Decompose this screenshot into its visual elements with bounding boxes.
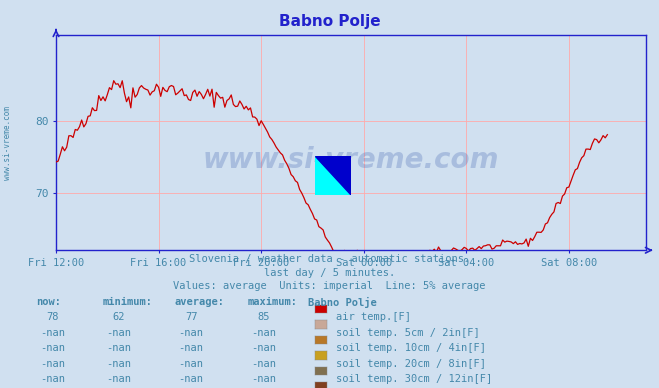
Text: -nan: -nan bbox=[106, 374, 131, 385]
Text: 77: 77 bbox=[185, 312, 197, 322]
Text: minimum:: minimum: bbox=[102, 297, 152, 307]
Text: Values: average  Units: imperial  Line: 5% average: Values: average Units: imperial Line: 5%… bbox=[173, 281, 486, 291]
Text: -nan: -nan bbox=[251, 328, 276, 338]
Text: soil temp. 30cm / 12in[F]: soil temp. 30cm / 12in[F] bbox=[336, 374, 492, 385]
Text: soil temp. 5cm / 2in[F]: soil temp. 5cm / 2in[F] bbox=[336, 328, 480, 338]
Text: -nan: -nan bbox=[251, 359, 276, 369]
Text: -nan: -nan bbox=[179, 328, 204, 338]
Text: 62: 62 bbox=[113, 312, 125, 322]
Text: www.si-vreme.com: www.si-vreme.com bbox=[3, 106, 13, 180]
Text: www.si-vreme.com: www.si-vreme.com bbox=[203, 146, 499, 174]
Text: -nan: -nan bbox=[179, 343, 204, 353]
Text: -nan: -nan bbox=[106, 359, 131, 369]
Text: -nan: -nan bbox=[106, 343, 131, 353]
Text: air temp.[F]: air temp.[F] bbox=[336, 312, 411, 322]
Text: maximum:: maximum: bbox=[247, 297, 297, 307]
Text: -nan: -nan bbox=[251, 374, 276, 385]
Text: -nan: -nan bbox=[106, 328, 131, 338]
Text: 78: 78 bbox=[47, 312, 59, 322]
Text: last day / 5 minutes.: last day / 5 minutes. bbox=[264, 268, 395, 278]
Text: -nan: -nan bbox=[40, 374, 65, 385]
Text: -nan: -nan bbox=[40, 343, 65, 353]
Text: soil temp. 10cm / 4in[F]: soil temp. 10cm / 4in[F] bbox=[336, 343, 486, 353]
Text: Slovenia / weather data - automatic stations.: Slovenia / weather data - automatic stat… bbox=[189, 254, 470, 264]
Text: -nan: -nan bbox=[179, 374, 204, 385]
Text: soil temp. 20cm / 8in[F]: soil temp. 20cm / 8in[F] bbox=[336, 359, 486, 369]
Text: average:: average: bbox=[175, 297, 225, 307]
Text: Babno Polje: Babno Polje bbox=[308, 297, 377, 308]
Polygon shape bbox=[315, 156, 351, 195]
Text: Babno Polje: Babno Polje bbox=[279, 14, 380, 29]
Text: -nan: -nan bbox=[40, 359, 65, 369]
Polygon shape bbox=[315, 156, 351, 195]
Text: -nan: -nan bbox=[179, 359, 204, 369]
Text: now:: now: bbox=[36, 297, 61, 307]
Text: -nan: -nan bbox=[251, 343, 276, 353]
Text: 85: 85 bbox=[258, 312, 270, 322]
Text: -nan: -nan bbox=[40, 328, 65, 338]
